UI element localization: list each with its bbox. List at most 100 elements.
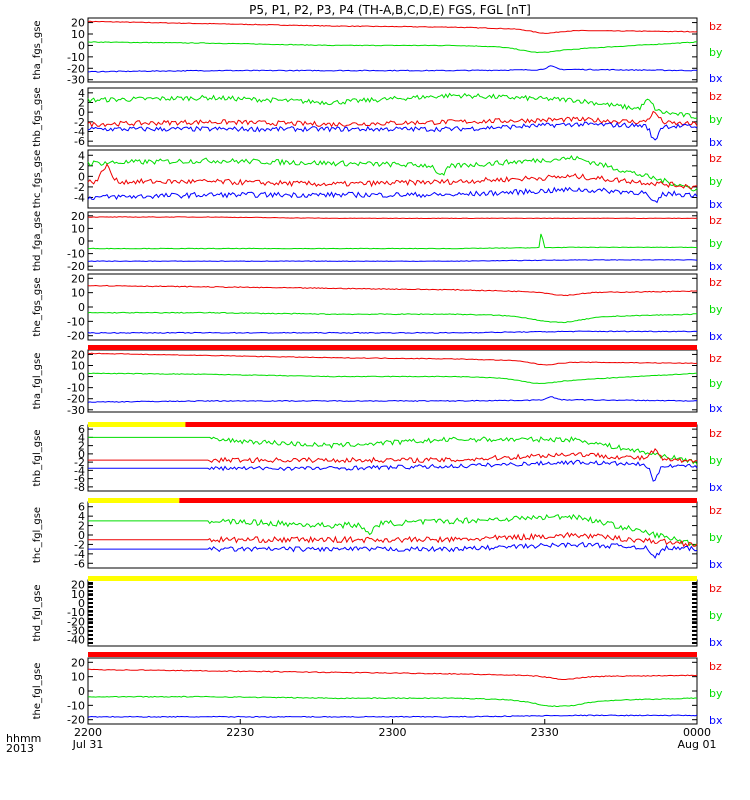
empty-tick-strip [692,622,697,624]
empty-tick-strip [692,610,697,612]
empty-tick-strip [692,626,697,628]
legend-bx: bx [709,402,723,415]
y-tick-label: 10 [71,28,85,41]
legend-bz: bz [709,90,722,103]
empty-tick-strip [692,602,697,604]
series-line-bx [87,396,698,403]
empty-tick-strip [88,634,93,636]
y-tick-label: -4 [74,548,85,561]
legend-by: by [709,609,723,622]
empty-tick-strip [88,598,93,600]
flag-segment-yellow [88,422,186,427]
time-row1-label: hhmm [6,732,41,745]
legend-by: by [709,175,723,188]
series-line-bx [87,714,698,718]
x-tick-date: Jul 31 [72,738,104,751]
legend-by: by [709,303,723,316]
y-tick-label: 20 [71,272,85,285]
y-tick-label: -4 [74,191,85,204]
flag-segment-red [88,345,697,350]
series-line-bx [87,186,698,204]
empty-tick-strip [88,582,93,584]
flag-segment-red [185,422,697,427]
y-tick-label: -10 [67,315,85,328]
y-tick-label: 0 [78,301,85,314]
y-axis-label: the_fgs_gse [32,277,43,336]
empty-tick-strip [692,606,697,608]
empty-tick-strip [692,634,697,636]
legend-bz: bz [709,504,722,517]
empty-tick-strip [88,630,93,632]
y-tick-label: 0 [78,170,85,183]
series-line-bz [87,284,697,297]
series-line-bx [87,259,698,262]
flag-segment-yellow [88,576,697,581]
time-row2-label: 2013 [6,742,34,755]
legend-bx: bx [709,136,723,149]
series-line-bz [87,162,698,190]
empty-tick-strip [88,610,93,612]
y-tick-label: -30 [67,74,85,87]
empty-tick-strip [88,626,93,628]
legend-by: by [709,113,723,126]
series-line-bz [87,110,698,128]
series-line-bx [87,65,698,73]
panel-frame [87,657,698,725]
y-tick-label: -4 [74,464,85,477]
y-tick-label: 4 [78,510,85,523]
x-tick-label: 2300 [379,726,407,739]
series-line-by [87,155,698,192]
legend-bx: bx [709,636,723,649]
empty-tick-strip [88,614,93,616]
y-tick-label: 2 [78,440,85,453]
y-tick-label: 0 [78,371,85,384]
panel-the_fgl_gse: 20 100-10 -20 the_fgl_gse bz by bx [32,656,723,727]
y-tick-label: -4 [74,126,85,139]
x-tick-label: 0000 [683,726,711,739]
series-line-by [88,435,698,465]
y-tick-label: 20 [71,17,85,30]
empty-tick-strip [692,618,697,620]
y-tick-label: 0 [78,106,85,119]
series-line-by [87,311,697,324]
panel-frame [87,424,698,492]
y-tick-label: -6 [74,135,85,148]
series-line-bz [87,20,698,34]
empty-tick-strip [692,614,697,616]
x-tick-label: 2230 [226,726,254,739]
y-tick-label: -20 [67,260,85,273]
empty-tick-strip [88,618,93,620]
y-axis-label: tha_fgl_gse [32,353,43,410]
y-tick-label: 0 [78,448,85,461]
y-tick-label: 4 [78,431,85,444]
panel-thb_fgs_gse: 420-2-4-6 thb_fgs_gse bz by bx [32,87,723,149]
legend-bx: bx [709,558,723,571]
legend-by: by [709,531,723,544]
y-tick-label: 2 [78,160,85,173]
series-line-bx [87,330,698,334]
series-line-bz [88,531,698,548]
series-line-bx [88,541,698,559]
y-tick-label: 10 [71,222,85,235]
panel-frame [87,17,698,83]
y-tick-label: 0 [78,597,85,610]
legend-by: by [709,46,723,59]
y-tick-label: 10 [71,588,85,601]
series-line-bx [87,121,698,141]
empty-tick-strip [88,590,93,592]
y-tick-label: 4 [78,87,85,100]
series-line-bx [88,459,698,482]
legend-bz: bz [709,582,722,595]
y-tick-label: -6 [74,557,85,570]
series-line-by [88,513,698,547]
y-axis-label: thb_fgl_gse [32,430,43,487]
flag-bars [88,345,698,657]
legend-bx: bx [709,72,723,85]
y-tick-label: 10 [71,287,85,300]
